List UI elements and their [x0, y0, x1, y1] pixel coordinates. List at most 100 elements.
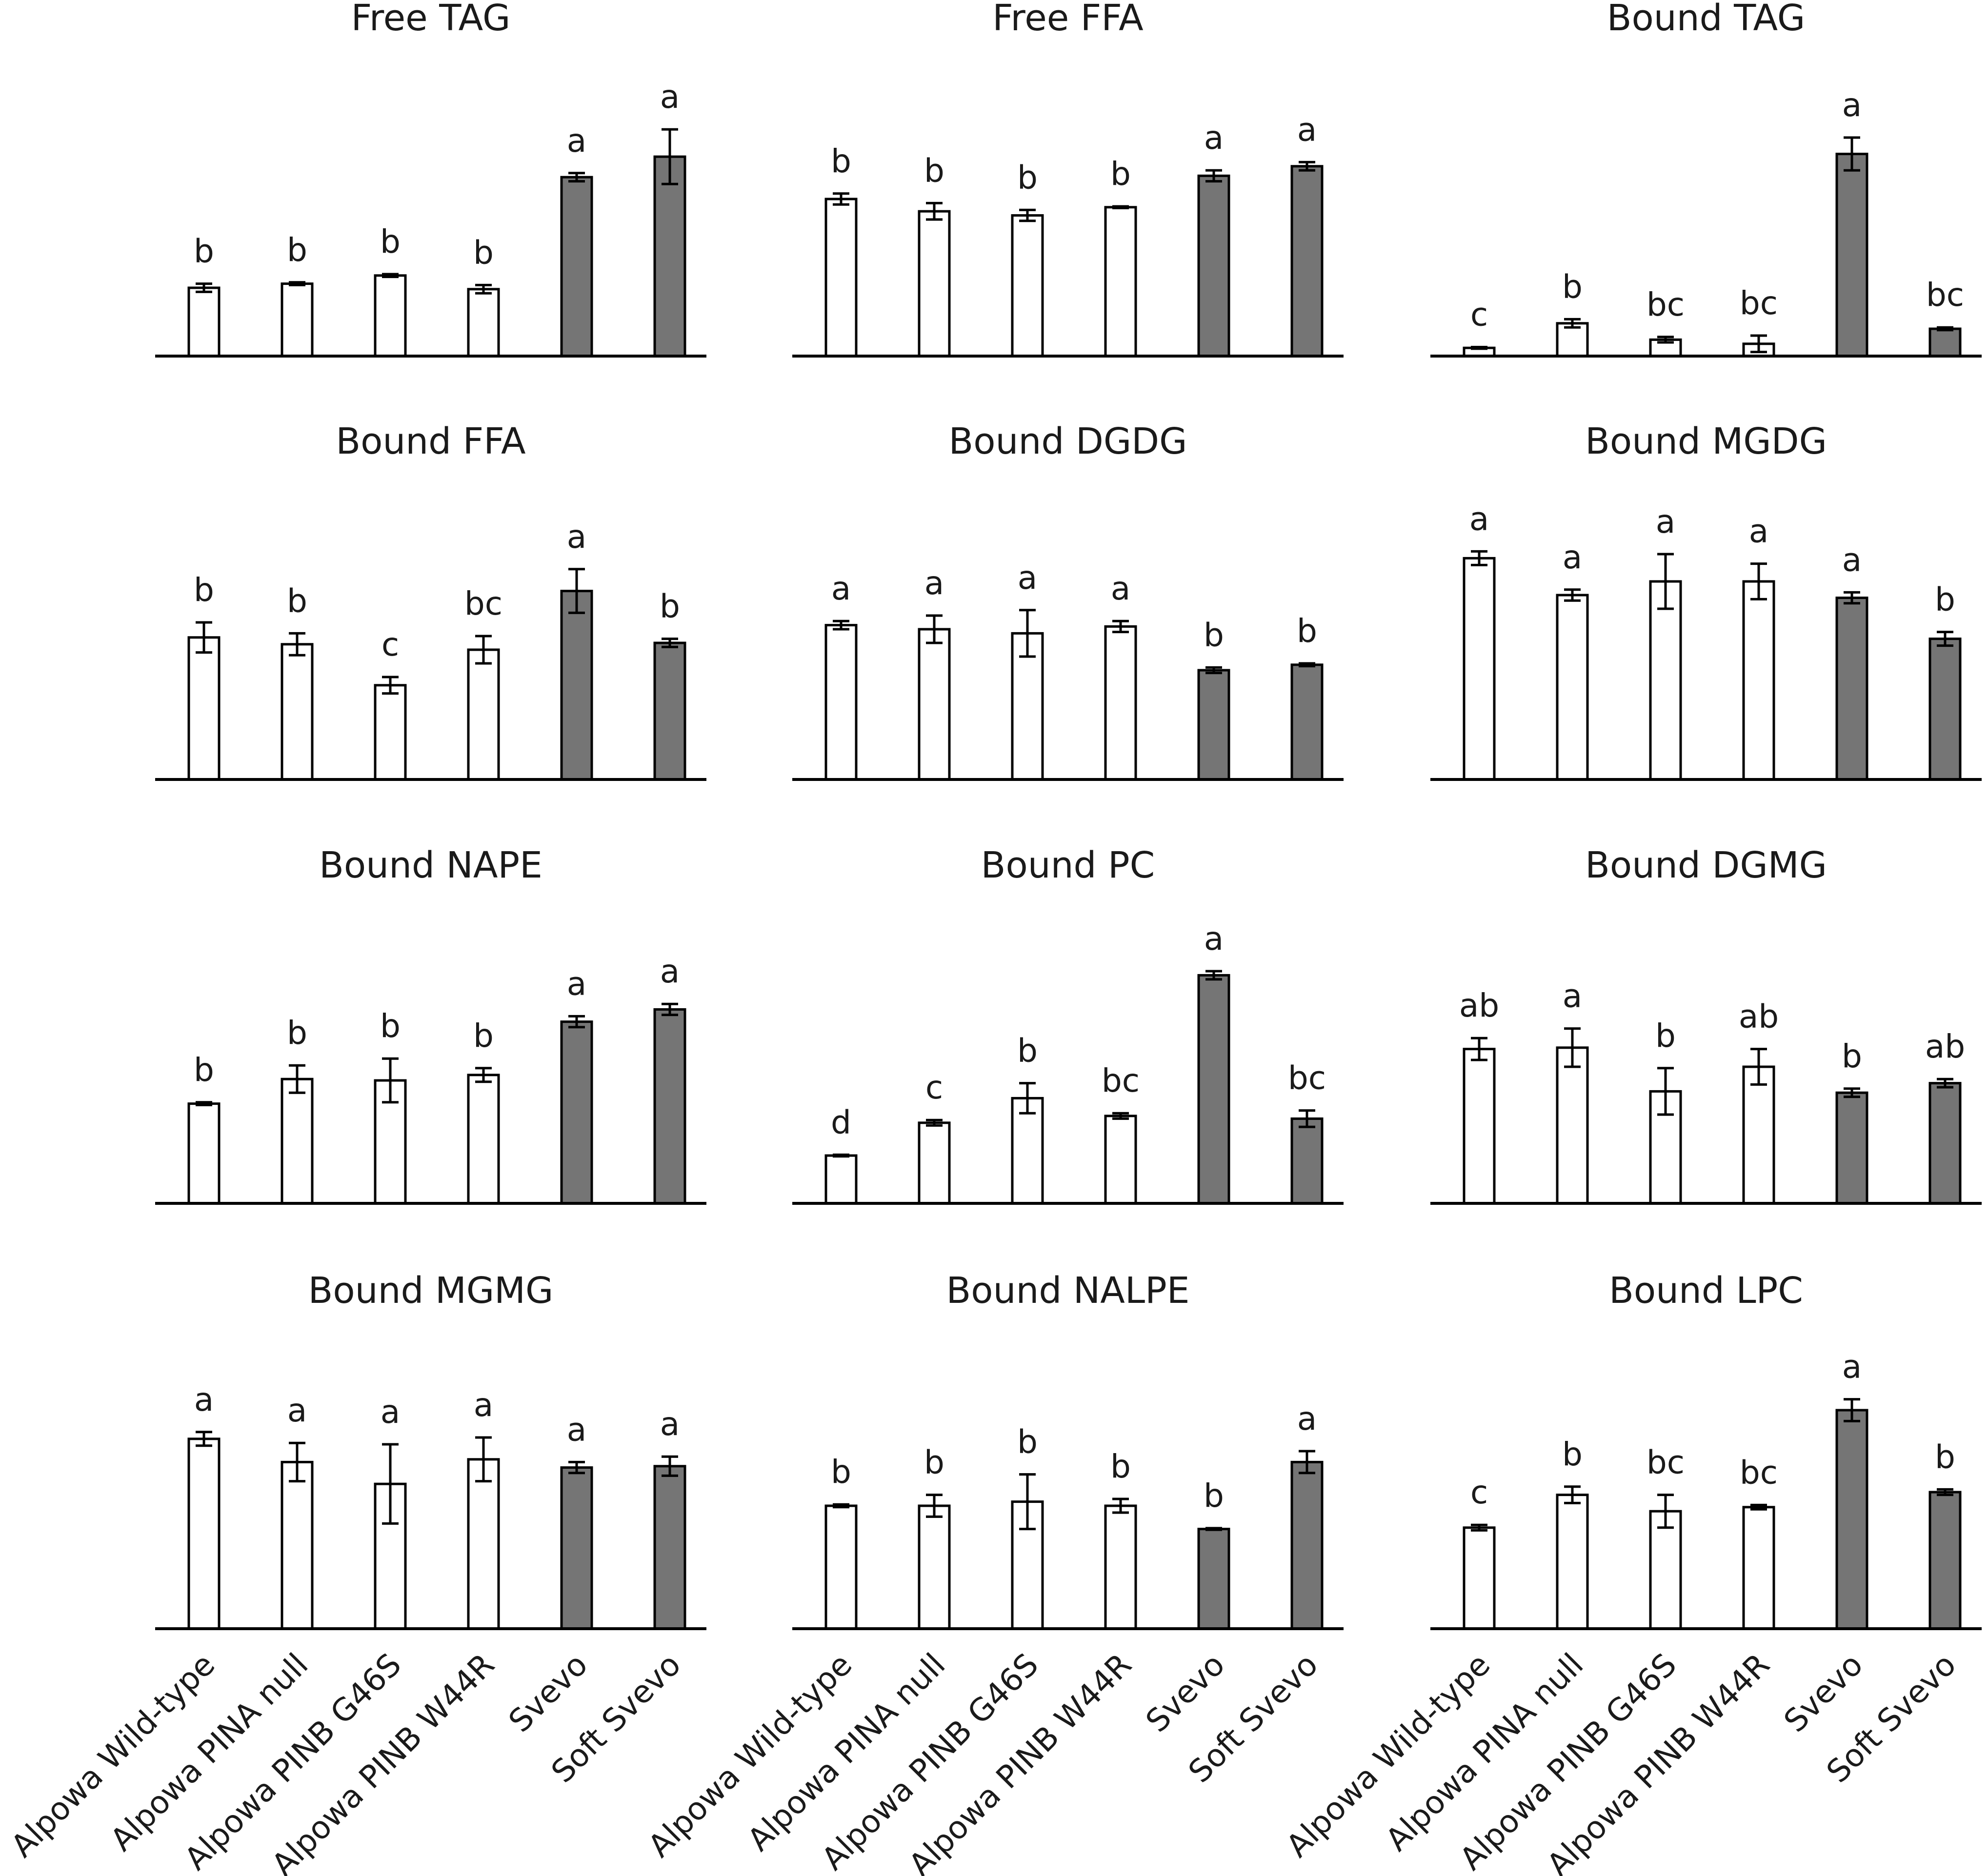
bar-alpowa-wild-type	[187, 1102, 221, 1205]
error-bar-alpowa-pinb-w44r	[1112, 619, 1129, 634]
significance-label-svevo: a	[1842, 1348, 1862, 1386]
significance-label-svevo: a	[567, 122, 586, 160]
bar-soft-svevo	[1928, 327, 1962, 358]
error-bar-alpowa-pinb-w44r	[1750, 334, 1767, 354]
significance-label-svevo: a	[1204, 119, 1224, 157]
bar-alpowa-pinb-g46s	[1649, 1510, 1682, 1630]
significance-label-alpowa-pinb-g46s: b	[1017, 1423, 1038, 1461]
bar-alpowa-pinb-w44r	[1104, 1115, 1137, 1205]
bar-alpowa-pina-null	[281, 1460, 314, 1630]
significance-label-alpowa-pina-null: b	[924, 1444, 944, 1481]
error-bar-alpowa-pinb-w44r	[475, 1067, 492, 1083]
tick-label-svevo: Svevo	[1777, 1647, 1870, 1739]
panel-title: Bound DGDG	[949, 420, 1187, 462]
panel-bound-pc: Bound PC d c b bc a bc	[792, 844, 1344, 1205]
significance-label-alpowa-pina-null: b	[924, 152, 944, 189]
significance-label-alpowa-wild-type: b	[194, 571, 214, 609]
tick-label-svevo: Svevo	[1139, 1647, 1232, 1739]
significance-label-alpowa-wild-type: b	[194, 233, 214, 270]
error-bar-svevo	[1205, 970, 1222, 981]
panel-title: Bound PC	[981, 844, 1155, 886]
significance-label-alpowa-wild-type: ab	[1459, 987, 1499, 1024]
error-bar-soft-svevo	[662, 128, 678, 185]
error-bar-soft-svevo	[1937, 631, 1953, 647]
bar-soft-svevo	[1928, 1082, 1962, 1205]
error-bar-soft-svevo	[1937, 1488, 1953, 1497]
significance-label-alpowa-wild-type: a	[831, 570, 851, 607]
error-bar-alpowa-wild-type	[833, 192, 849, 206]
bar-alpowa-pina-null	[281, 282, 314, 358]
panel-bound-dgdg: Bound DGDG a a a a b b	[792, 420, 1344, 781]
bar-svevo	[1835, 153, 1868, 358]
bar-alpowa-pinb-w44r	[467, 1074, 500, 1205]
error-bar-alpowa-pinb-g46s	[1019, 1473, 1036, 1531]
panel-title: Bound TAG	[1607, 0, 1805, 39]
error-bar-alpowa-pinb-g46s	[1019, 609, 1036, 658]
significance-label-soft-svevo: a	[660, 1405, 680, 1443]
error-bar-alpowa-pinb-g46s	[382, 676, 399, 695]
significance-label-alpowa-pinb-g46s: bc	[1647, 1444, 1685, 1481]
bar-soft-svevo	[1290, 1117, 1324, 1205]
error-bar-alpowa-pinb-g46s	[382, 273, 399, 279]
error-bar-alpowa-pinb-w44r	[475, 283, 492, 295]
significance-label-alpowa-pinb-g46s: b	[1017, 1032, 1038, 1070]
significance-label-alpowa-pinb-w44r: b	[473, 1017, 494, 1055]
bar-soft-svevo	[653, 1008, 686, 1205]
panel-title: Bound MGDG	[1585, 420, 1827, 462]
bar-svevo	[1835, 1091, 1868, 1205]
significance-label-soft-svevo: ab	[1925, 1028, 1965, 1065]
significance-label-alpowa-wild-type: d	[831, 1103, 851, 1141]
error-bar-alpowa-pinb-w44r	[1750, 1503, 1767, 1511]
significance-label-soft-svevo: a	[660, 953, 680, 990]
bar-alpowa-wild-type	[824, 1504, 858, 1630]
bar-svevo	[1197, 1528, 1230, 1630]
error-bar-alpowa-wild-type	[196, 282, 212, 293]
significance-label-alpowa-pina-null: a	[924, 564, 944, 602]
bar-soft-svevo	[653, 641, 686, 781]
panel-title: Bound LPC	[1609, 1270, 1803, 1312]
error-bar-alpowa-wild-type	[1471, 1523, 1487, 1532]
significance-label-alpowa-pina-null: a	[1563, 978, 1582, 1015]
error-bar-soft-svevo	[662, 1002, 678, 1017]
error-bar-alpowa-wild-type	[1471, 550, 1487, 566]
bar-alpowa-pinb-w44r	[1742, 1065, 1775, 1205]
panel-bound-tag: Bound TAG c b bc bc a bc	[1430, 0, 1982, 358]
error-bar-alpowa-pinb-w44r	[1112, 1112, 1129, 1120]
significance-label-alpowa-pinb-g46s: b	[380, 223, 401, 260]
bar-alpowa-pina-null	[1556, 594, 1589, 781]
error-bar-alpowa-pinb-g46s	[1657, 336, 1674, 344]
significance-label-alpowa-wild-type: c	[1470, 1474, 1488, 1511]
error-bar-alpowa-pinb-w44r	[1112, 205, 1129, 209]
bar-soft-svevo	[653, 1465, 686, 1630]
panel-free-ffa: Free FFA b b b b a a	[792, 0, 1344, 358]
bar-svevo	[1197, 974, 1230, 1205]
bar-soft-svevo	[1290, 663, 1324, 781]
error-bar-svevo	[568, 568, 585, 614]
error-bar-soft-svevo	[662, 1455, 678, 1477]
error-bar-svevo	[1844, 1087, 1860, 1098]
significance-label-soft-svevo: bc	[1288, 1059, 1326, 1097]
error-bar-soft-svevo	[662, 638, 678, 648]
significance-label-svevo: b	[1842, 1038, 1862, 1075]
error-bar-svevo	[1844, 1398, 1860, 1422]
error-bar-alpowa-wild-type	[1471, 1037, 1487, 1061]
panel-title: Bound MGMG	[308, 1270, 554, 1312]
significance-label-soft-svevo: b	[660, 588, 680, 625]
significance-label-alpowa-pinb-w44r: bc	[464, 585, 502, 622]
error-bar-alpowa-pinb-g46s	[1657, 1494, 1674, 1529]
significance-label-alpowa-wild-type: c	[1470, 296, 1488, 334]
error-bar-alpowa-pinb-w44r	[1112, 1497, 1129, 1514]
bar-alpowa-pinb-g46s	[374, 1079, 407, 1205]
panel-free-tag: Free TAG b b b b a a	[155, 0, 706, 358]
bar-alpowa-pina-null	[1556, 322, 1589, 358]
error-bar-alpowa-wild-type	[833, 1153, 849, 1158]
significance-label-soft-svevo: a	[660, 78, 680, 116]
error-bar-alpowa-wild-type	[833, 619, 849, 631]
significance-label-alpowa-pina-null: b	[287, 231, 307, 269]
significance-label-alpowa-pinb-w44r: a	[1111, 570, 1130, 607]
error-bar-alpowa-pinb-g46s	[382, 1057, 399, 1104]
